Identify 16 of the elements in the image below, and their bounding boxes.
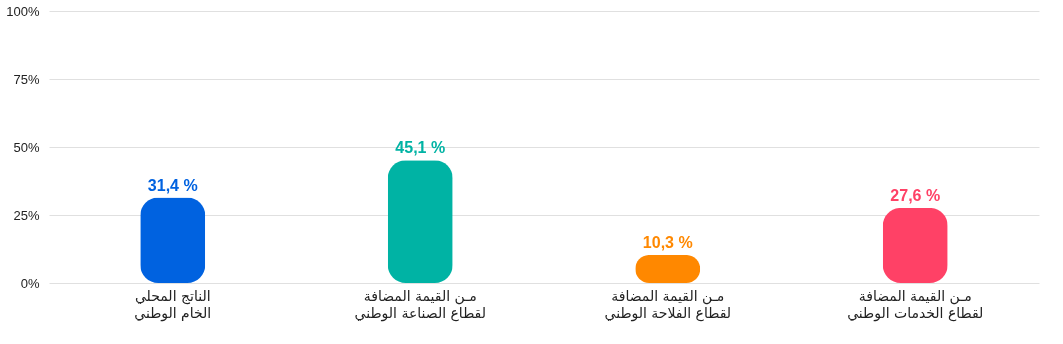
x-tick-label: مـن القيمة المضافة لقطاع الخدمات الوطني — [847, 287, 984, 322]
x-tick-label: مـن القيمة المضافة لقطاع الفلاحة الوطني — [604, 287, 732, 322]
data-label: 10,3 % — [642, 233, 693, 251]
bar — [140, 197, 206, 283]
data-label: 45,1 % — [395, 139, 446, 157]
data-label: 31,4 % — [147, 176, 198, 194]
y-tick-label: 0% — [20, 275, 40, 291]
data-label: 27,6 % — [890, 186, 941, 204]
x-tick-label: مـن القيمة المضافة لقطاع الصناعة الوطني — [354, 287, 486, 322]
y-tick-label: 100% — [6, 3, 40, 19]
y-tick-label: 75% — [13, 71, 40, 87]
y-tick-label: 50% — [13, 139, 40, 155]
bar — [882, 207, 948, 283]
y-tick-label: 25% — [13, 207, 40, 223]
x-tick-label: الناتج المحلي الخام الوطني — [134, 287, 212, 322]
bar — [387, 160, 453, 283]
